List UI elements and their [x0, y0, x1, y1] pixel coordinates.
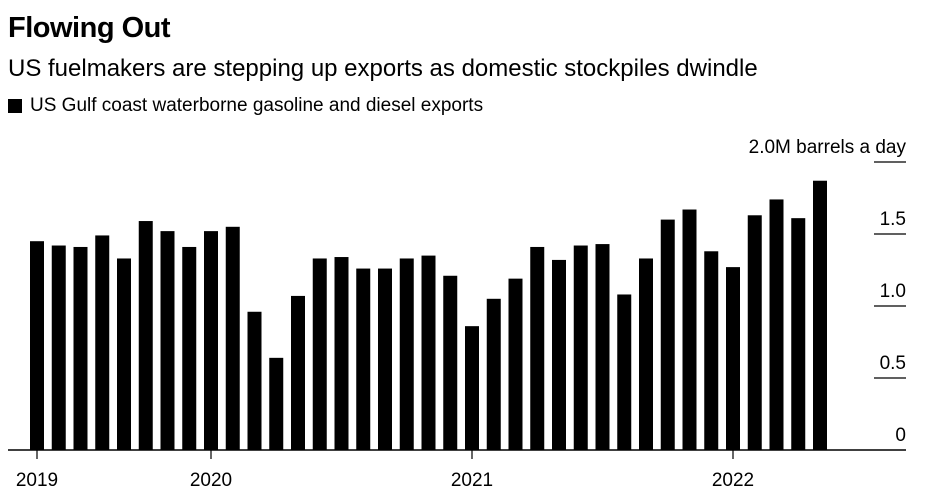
bar: [138, 221, 153, 450]
bar: [595, 244, 610, 450]
bar: [312, 258, 327, 450]
bar: [247, 311, 262, 450]
bar: [421, 255, 436, 450]
bar: [704, 251, 719, 450]
x-tick-label: 2021: [451, 470, 493, 491]
y-unit-label: 2.0M barrels a day: [749, 137, 907, 158]
bar: [639, 258, 653, 450]
bar: [508, 278, 523, 450]
legend-label: US Gulf coast waterborne gasoline and di…: [30, 95, 484, 116]
bar: [204, 231, 218, 450]
y-tick-label: 1.5: [880, 209, 906, 230]
bar: [356, 268, 371, 450]
x-tick-label: 2019: [16, 470, 58, 491]
bar: [95, 235, 110, 450]
bar: [182, 246, 197, 450]
bar: [117, 258, 131, 450]
bar: [443, 275, 458, 450]
bar: [291, 295, 305, 450]
bar: [769, 199, 784, 450]
bar: [225, 226, 240, 450]
bar: [791, 218, 806, 450]
bar: [160, 231, 175, 450]
bar: [747, 215, 762, 450]
y-tick-label: 1.0: [880, 281, 906, 302]
y-tick-label: 0: [895, 425, 906, 446]
y-axis: 0 0.5 1.0 1.5 2.0M barrels a day: [749, 137, 907, 446]
bar: [726, 267, 740, 450]
chart-subtitle: US fuelmakers are stepping up exports as…: [8, 55, 758, 82]
bar: [573, 245, 588, 450]
bar: [682, 209, 697, 450]
x-tick-label: 2022: [712, 470, 754, 491]
bar: [73, 246, 88, 450]
bar: [530, 246, 545, 450]
bar: [660, 219, 675, 450]
bar: [617, 294, 632, 450]
bar: [269, 357, 284, 450]
bar: [399, 258, 414, 450]
chart-title: Flowing Out: [8, 12, 171, 44]
bar: [486, 298, 501, 450]
bars-group: [30, 180, 827, 450]
bar: [334, 257, 349, 450]
bar: [378, 268, 392, 450]
bar: [30, 241, 44, 450]
bar: [51, 245, 66, 450]
x-tick-label: 2020: [190, 470, 232, 491]
bar: [465, 326, 479, 450]
bar: [552, 259, 566, 450]
bar: [813, 180, 827, 450]
x-axis: 2019 2020 2021 2022: [8, 449, 906, 491]
legend-swatch: [8, 99, 22, 113]
y-tick-label: 0.5: [880, 353, 906, 374]
legend: US Gulf coast waterborne gasoline and di…: [8, 95, 483, 117]
